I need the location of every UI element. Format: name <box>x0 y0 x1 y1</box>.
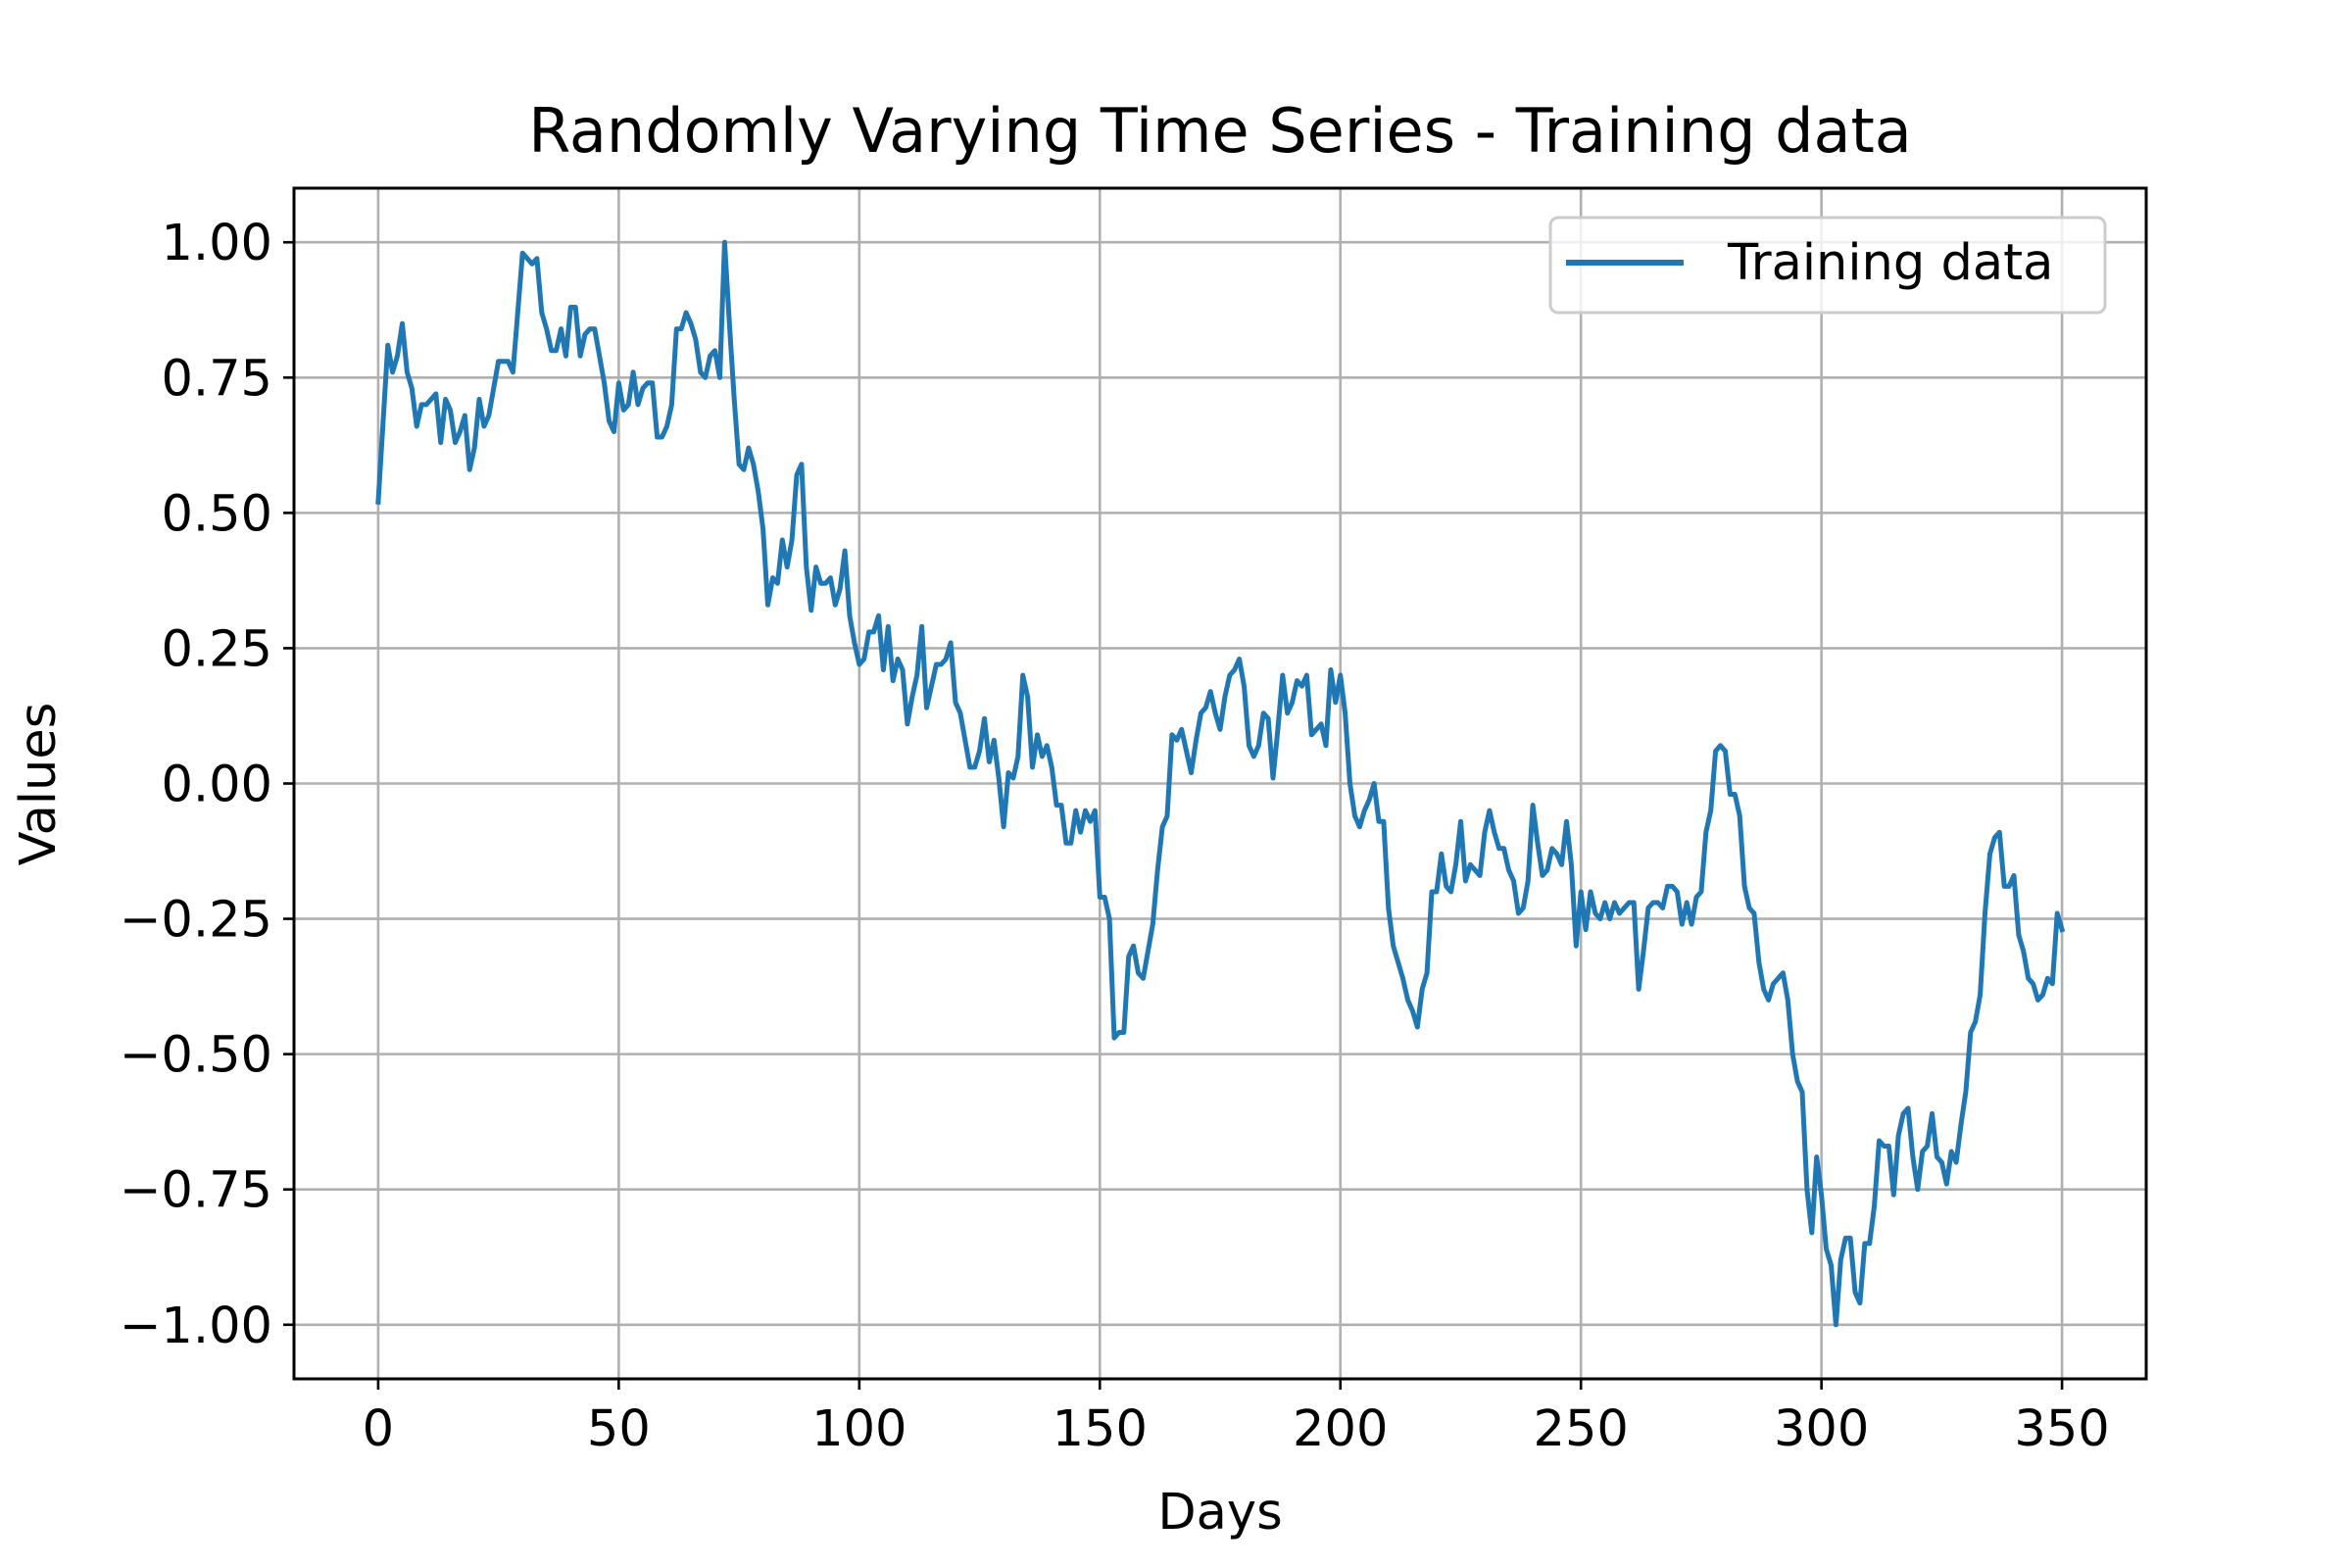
x-tick-label: 100 <box>811 1400 906 1458</box>
y-tick-label: 0.50 <box>161 485 272 543</box>
y-tick-label: 1.00 <box>161 215 272 272</box>
y-tick-label: −0.25 <box>120 892 272 950</box>
y-tick-label: 0.75 <box>161 350 272 408</box>
grid <box>294 188 2146 1379</box>
y-axis: 1.00 0.75 0.50 0.25 0.00 −0.25 −0.50 −0.75 −1.00 <box>120 215 294 1355</box>
legend: Training data <box>1548 216 2107 315</box>
x-tick-label: 300 <box>1774 1400 1869 1458</box>
y-tick-label: −0.50 <box>120 1027 272 1085</box>
y-tick-label: −0.75 <box>120 1162 272 1220</box>
y-tick-label: 0.25 <box>161 620 272 678</box>
x-axis-label: Days <box>1157 1484 1282 1542</box>
series-line-training-data <box>375 239 2066 1328</box>
x-axis: 0 50 100 150 200 250 300 350 <box>363 1379 2110 1458</box>
legend-label: Training data <box>1727 234 2053 292</box>
y-tick-label: 0.00 <box>161 757 272 814</box>
x-tick-label: 0 <box>363 1400 394 1458</box>
legend-box <box>1548 216 2107 315</box>
x-tick-label: 350 <box>2014 1400 2109 1458</box>
x-tick-label: 200 <box>1293 1400 1388 1458</box>
x-tick-label: 250 <box>1534 1400 1629 1458</box>
y-axis-label: Values <box>10 703 68 866</box>
x-tick-label: 150 <box>1053 1400 1148 1458</box>
y-tick-label: −1.00 <box>120 1298 272 1355</box>
x-tick-label: 50 <box>587 1400 651 1458</box>
chart-title: Randomly Varying Time Series - Training … <box>528 95 1912 167</box>
series-layer <box>375 239 2066 1328</box>
